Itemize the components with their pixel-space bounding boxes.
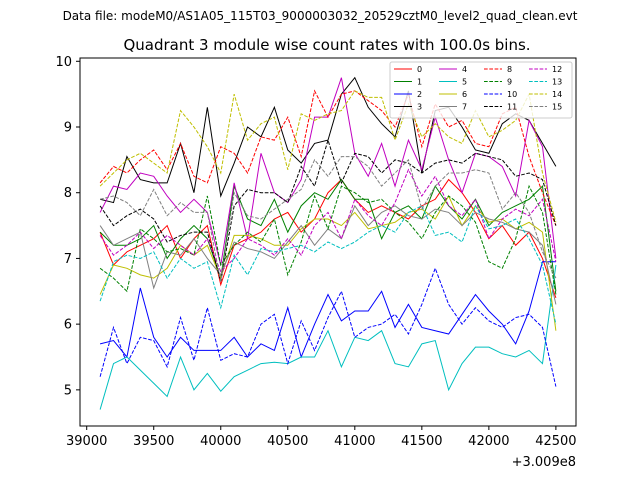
y-tick-label: 6: [64, 318, 72, 333]
legend-label-5: 5: [462, 78, 467, 87]
x-offset-label: +3.009e8: [512, 455, 576, 470]
legend-label-14: 14: [552, 90, 562, 99]
legend-label-1: 1: [417, 78, 422, 87]
series-line-9: [99, 184, 557, 295]
x-tick-label: 42000: [468, 434, 509, 449]
series-line-8: [99, 89, 557, 226]
x-tick-label: 39500: [133, 434, 174, 449]
series-layer: [99, 76, 557, 410]
series-line-13: [99, 204, 557, 325]
legend-label-6: 6: [462, 90, 467, 99]
y-tick-label: 9: [64, 121, 72, 136]
legend-box: [389, 61, 573, 119]
series-line-5: [99, 264, 557, 410]
series-line-15: [99, 156, 557, 282]
legend-label-11: 11: [507, 103, 517, 112]
series-line-11: [99, 138, 557, 282]
legend-label-7: 7: [462, 103, 467, 112]
legend-label-12: 12: [552, 65, 562, 74]
x-tick-label: 40500: [267, 434, 308, 449]
legend-label-10: 10: [507, 90, 517, 99]
legend-label-15: 15: [552, 103, 562, 112]
legend-label-13: 13: [552, 78, 562, 87]
chart-title: Quadrant 3 module wise count rates with …: [123, 36, 530, 54]
y-tick-label: 10: [55, 55, 72, 70]
series-line-6: [99, 194, 557, 331]
series-line-14: [99, 90, 557, 223]
legend-label-3: 3: [417, 103, 422, 112]
series-line-10: [99, 266, 557, 387]
series-line-1: [99, 178, 557, 292]
axes-layer: 39000 39500 40000 40500 41000 41500 42000 42500…: [55, 55, 576, 449]
y-tick-label: 7: [64, 252, 72, 267]
legend-label-2: 2: [417, 90, 422, 99]
x-tick-label: 40000: [200, 434, 241, 449]
x-tick-label: 41500: [401, 434, 442, 449]
legend-label-4: 4: [462, 65, 467, 74]
legend-label-9: 9: [507, 78, 512, 87]
y-tick-label: 8: [64, 186, 72, 201]
y-tick-label: 5: [64, 383, 72, 398]
plot-frame: [79, 57, 577, 427]
x-tick-label: 42500: [535, 434, 576, 449]
x-tick-label: 39000: [66, 434, 107, 449]
legend-label-0: 0: [417, 65, 422, 74]
series-line-0: [99, 178, 557, 299]
chart-suptitle: Data file: modeM0/AS1A05_115T03_90000030…: [63, 9, 578, 23]
x-tick-label: 41000: [334, 434, 375, 449]
series-line-3: [99, 76, 557, 204]
legend-label-8: 8: [507, 65, 512, 74]
series-line-2: [99, 261, 556, 359]
series-line-12: [99, 168, 557, 273]
